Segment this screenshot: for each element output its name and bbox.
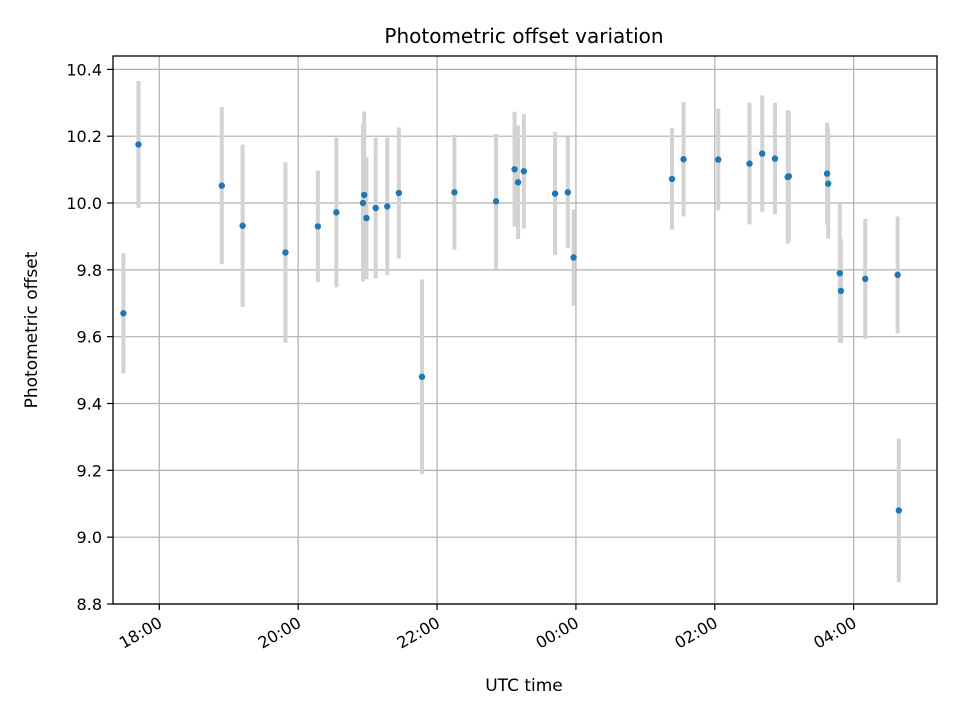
y-axis-title: Photometric offset (22, 251, 42, 408)
data-point (746, 160, 753, 167)
data-point (551, 190, 559, 197)
x-tick-label: 00:00 (532, 613, 581, 653)
data-points (120, 141, 903, 514)
data-point (680, 156, 687, 163)
x-axis-title: UTC time (485, 676, 563, 696)
data-point (520, 168, 528, 175)
data-point (862, 275, 869, 283)
data-point (395, 189, 403, 197)
y-tick-label: 10.2 (66, 127, 102, 146)
data-point (836, 269, 843, 277)
x-tick-label: 18:00 (116, 613, 165, 653)
chart-title: Photometric offset variation (384, 24, 663, 48)
x-tick-label: 20:00 (255, 613, 304, 653)
data-point (825, 180, 832, 187)
data-point (451, 189, 458, 196)
data-point (314, 223, 322, 230)
y-tick-label: 10.0 (66, 194, 102, 213)
data-point (668, 175, 676, 183)
data-point (218, 182, 225, 189)
data-point (418, 373, 426, 380)
data-point (759, 150, 766, 157)
x-tick-label: 02:00 (671, 613, 720, 653)
plot-frame (112, 55, 938, 605)
data-point (359, 199, 367, 207)
y-tick-label: 9.2 (77, 461, 102, 480)
y-tick-label: 9.8 (77, 261, 102, 280)
data-point (363, 214, 370, 222)
data-point (771, 155, 779, 162)
data-point (120, 310, 127, 317)
y-tick-label: 8.8 (77, 595, 102, 614)
data-point (135, 141, 142, 148)
data-point (514, 179, 522, 186)
y-tick-label: 10.4 (66, 60, 102, 79)
data-point (823, 170, 831, 177)
data-point (384, 203, 391, 210)
data-point (837, 287, 845, 295)
data-point (333, 209, 340, 216)
grid-lines (113, 56, 937, 605)
data-point (372, 204, 379, 212)
x-tick-label: 04:00 (810, 613, 859, 653)
y-tick-label: 9.6 (77, 328, 102, 347)
data-point (360, 191, 368, 199)
data-point (785, 173, 793, 180)
x-tick-label: 22:00 (394, 613, 443, 653)
data-point (564, 189, 572, 196)
y-tick-label: 9.4 (77, 395, 102, 414)
data-point (895, 507, 903, 514)
y-tick-label: 9.0 (77, 528, 102, 547)
error-bars (121, 81, 901, 583)
axes: 8.8 9.0 9.2 9.4 9.6 9.8 10.0 10.2 10.4 18:00 20:00… (66, 55, 938, 653)
data-point (282, 249, 289, 256)
data-point (511, 166, 518, 173)
data-point (239, 222, 246, 229)
data-point (894, 271, 901, 279)
data-point (715, 156, 722, 163)
data-point (492, 198, 500, 205)
data-point (570, 254, 577, 261)
